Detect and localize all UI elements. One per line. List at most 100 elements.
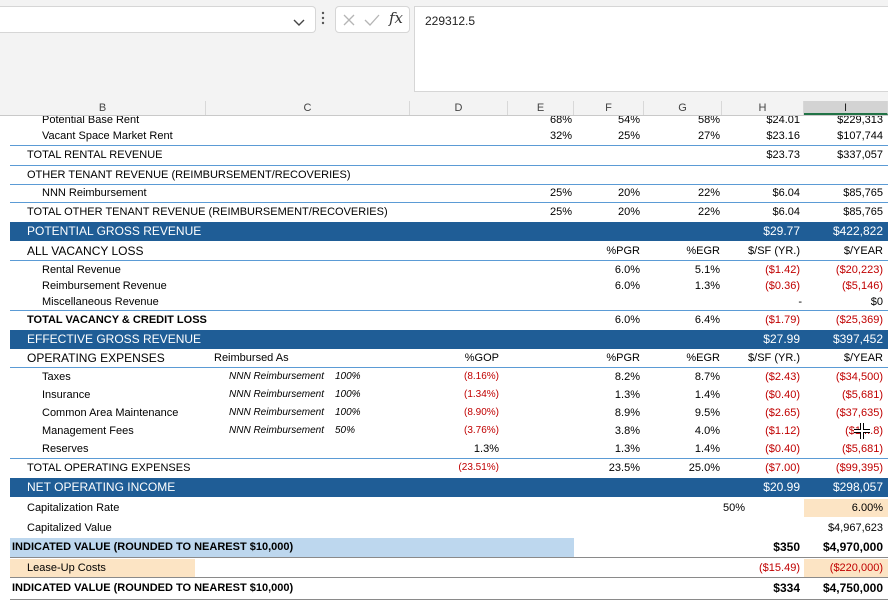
cell-h[interactable]: $27.99 (763, 332, 800, 346)
cell-f[interactable]: 6.0% (614, 264, 640, 276)
cell-h[interactable]: - (798, 296, 802, 308)
cell-g[interactable]: %EGR (686, 245, 720, 257)
cancel-icon[interactable] (342, 13, 356, 27)
cell-g[interactable]: 1.4% (694, 443, 720, 455)
cell-g[interactable]: 50% (722, 502, 745, 514)
cell-e[interactable]: 32% (549, 130, 572, 142)
cell-g[interactable]: 1.4% (694, 389, 720, 401)
cell-i[interactable]: $397,452 (832, 332, 883, 346)
cell-d[interactable]: (8.16%) (463, 371, 499, 382)
label[interactable]: ALL VACANCY LOSS (27, 244, 144, 258)
label[interactable]: EFFECTIVE GROSS REVENUE (27, 332, 202, 346)
cell-h[interactable]: ($2.43) (765, 371, 800, 383)
cell-c-pct[interactable]: 100% (335, 389, 361, 400)
cell-d[interactable]: (8.90%) (463, 407, 499, 418)
enter-check-icon[interactable] (364, 13, 380, 27)
column-header-b[interactable]: B (0, 101, 206, 115)
cell-c[interactable]: NNN Reimbursement (229, 425, 325, 436)
more-options-icon[interactable] (320, 10, 326, 26)
cell-h[interactable]: $23.73 (766, 149, 800, 161)
cell-f[interactable]: 23.5% (608, 462, 640, 474)
cell-g[interactable]: %EGR (686, 352, 720, 364)
formula-input[interactable]: 229312.5 (414, 6, 888, 92)
cell-h[interactable]: ($0.40) (765, 443, 800, 455)
cell-g[interactable]: 8.7% (694, 371, 720, 383)
cell-f[interactable]: 25% (617, 130, 640, 142)
cell-g[interactable]: 4.0% (694, 425, 720, 437)
cell-f[interactable]: %PGR (606, 245, 640, 257)
cell-f[interactable]: 6.0% (614, 280, 640, 292)
cell-g[interactable]: 5.1% (694, 264, 720, 276)
cell-c[interactable]: Reimbursed As (214, 352, 289, 364)
cell-i[interactable]: $85,765 (843, 206, 883, 218)
label[interactable]: OTHER TENANT REVENUE (REIMBURSEMENT/RECO… (27, 169, 351, 181)
cell-g[interactable]: 58% (697, 116, 720, 126)
cell-i[interactable]: $229,313 (837, 116, 883, 126)
cell-h[interactable]: $23.16 (766, 130, 800, 142)
cell-e[interactable]: 25% (549, 187, 572, 199)
cell-h[interactable]: $334 (773, 581, 800, 595)
cell-h[interactable]: $350 (773, 540, 800, 554)
cell-i[interactable]: ($25,369) (835, 314, 883, 326)
label[interactable]: Vacant Space Market Rent (42, 130, 173, 142)
cell-h[interactable]: ($1.12) (765, 425, 800, 437)
cell-f[interactable]: %PGR (606, 352, 640, 364)
column-header-e[interactable]: E (508, 101, 574, 115)
label[interactable]: NET OPERATING INCOME (27, 480, 176, 494)
cell-h[interactable]: ($1.79) (765, 314, 800, 326)
cell-i[interactable]: $298,057 (832, 480, 883, 494)
cell-i[interactable]: ($5,681) (842, 389, 883, 401)
cell-c-pct[interactable]: 50% (335, 425, 356, 436)
cell-c[interactable]: NNN Reimbursement (229, 371, 325, 382)
cell-f[interactable]: 8.2% (614, 371, 640, 383)
label[interactable]: Capitalization Rate (27, 502, 120, 514)
cell-f[interactable]: 1.3% (614, 443, 640, 455)
cell-c[interactable]: NNN Reimbursement (229, 389, 325, 400)
label[interactable]: POTENTIAL GROSS REVENUE (27, 224, 202, 238)
label[interactable]: Lease-Up Costs (27, 562, 106, 574)
cell-h[interactable]: $29.77 (763, 224, 800, 238)
cell-i[interactable]: $4,970,000 (822, 540, 883, 554)
cell-f[interactable]: 1.3% (614, 389, 640, 401)
cell-i[interactable]: ($220,000) (829, 562, 883, 574)
label[interactable]: OPERATING EXPENSES (27, 351, 165, 365)
cell-d[interactable]: (3.76%) (463, 425, 499, 436)
cell-i[interactable]: ($99,395) (835, 462, 883, 474)
label[interactable]: Management Fees (42, 425, 134, 437)
label[interactable]: Rental Revenue (42, 264, 121, 276)
cell-i[interactable]: ($34,500) (835, 371, 883, 383)
formula-value[interactable]: 229312.5 (425, 14, 476, 28)
cell-c-pct[interactable]: 100% (335, 371, 361, 382)
cell-f[interactable]: 20% (617, 187, 640, 199)
cell-h[interactable]: ($0.36) (765, 280, 800, 292)
cell-h[interactable]: $20.99 (763, 480, 800, 494)
name-box[interactable] (0, 6, 316, 33)
cell-d[interactable]: 1.3% (473, 443, 499, 455)
label[interactable]: INDICATED VALUE (ROUNDED TO NEAREST $10,… (12, 541, 294, 553)
label[interactable]: Potential Base Rent (42, 116, 140, 126)
cell-i[interactable]: $85,765 (843, 187, 883, 199)
cell-i[interactable]: ($5,681) (842, 443, 883, 455)
label[interactable]: TOTAL OTHER TENANT REVENUE (REIMBURSEMEN… (27, 206, 388, 218)
cell-h[interactable]: $/SF (YR.) (748, 245, 800, 257)
cell-i[interactable]: $4,750,000 (822, 581, 883, 595)
cell-i[interactable]: $107,744 (837, 130, 883, 142)
cell-g[interactable]: 9.5% (694, 407, 720, 419)
label[interactable]: Capitalized Value (27, 522, 112, 534)
cell-i[interactable]: $4,967,623 (827, 522, 883, 534)
label[interactable]: NNN Reimbursement (42, 187, 147, 199)
cell-g[interactable]: 6.4% (694, 314, 720, 326)
cell-i[interactable]: 6.00% (851, 502, 883, 514)
cell-i[interactable]: ($37,635) (835, 407, 883, 419)
column-header-c[interactable]: C (206, 101, 410, 115)
cell-f[interactable]: 8.9% (614, 407, 640, 419)
cell-h[interactable]: $6.04 (772, 206, 800, 218)
cell-g[interactable]: 22% (697, 187, 720, 199)
cell-i[interactable]: $0 (870, 296, 883, 308)
chevron-down-icon[interactable] (292, 17, 306, 27)
cell-g[interactable]: 22% (697, 206, 720, 218)
cell-h[interactable]: $6.04 (772, 187, 800, 199)
cell-i[interactable]: ($5,146) (842, 280, 883, 292)
cell-h[interactable]: ($0.40) (765, 389, 800, 401)
column-header-i[interactable]: I (804, 101, 888, 115)
